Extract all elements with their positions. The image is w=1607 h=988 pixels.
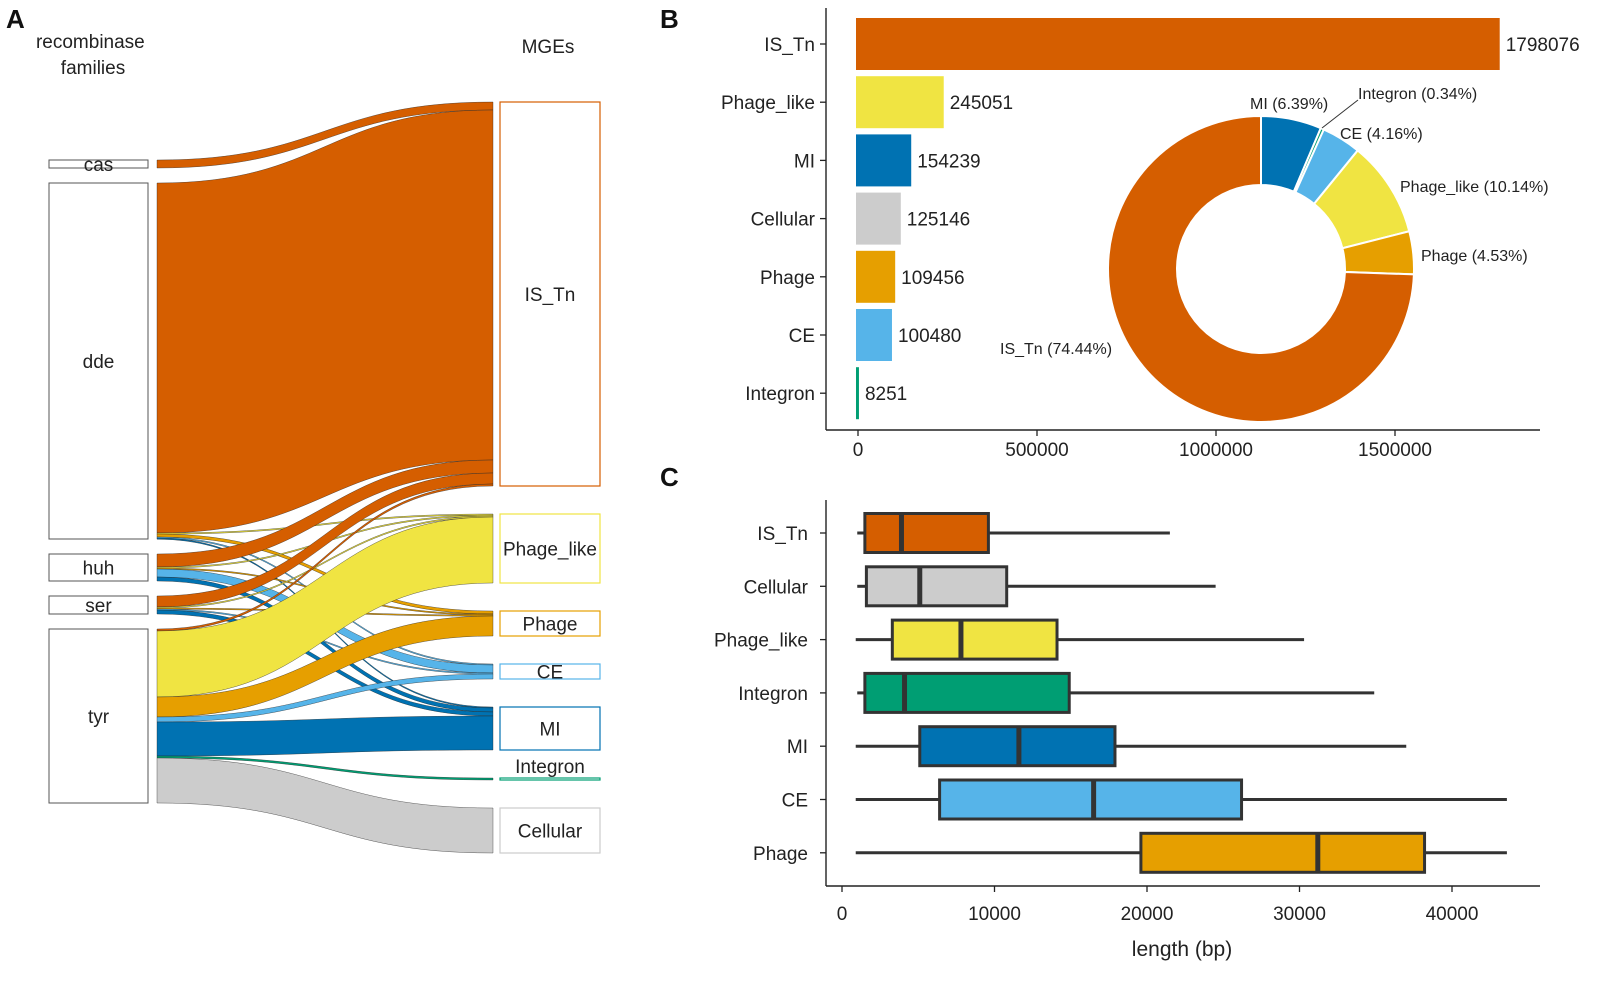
box-phage [1139,831,1427,874]
box-x-tick-label: 0 [837,904,848,925]
donut-slice-is_tn [1107,114,1415,423]
donut-label-phage: Phage (4.53%) [1421,248,1528,265]
bar-marks: 1798076 IS_Tn 245051 Phage_like 154239 MI 1251… [721,18,1580,461]
sankey-link-tyr-mi [156,715,494,757]
bar-phage_like [856,76,944,129]
sankey-nodes: cas dde huh ser tyr IS_Tn Phage_like Phage CE MI I… [48,101,601,854]
donut-chart: MI (6.39%) Integron (0.34%) CE (4.16%) Phag… [1000,86,1549,423]
box-phage_like [890,618,1059,661]
sankey-panel: recombinase families MGEs cas dde huh ser ty… [36,32,601,854]
sankey-left-node-tyr [48,628,149,804]
bar-value-label: 245051 [950,93,1013,114]
boxplot-panel: IS_Tn Cellular Phage_like Integron MI CE Phage… [714,500,1540,961]
sankey-link-tyr-cellular [156,757,494,854]
bar-category-label: IS_Tn [764,35,815,56]
panel-label-c: C [660,462,679,492]
box-x-axis-title: length (bp) [1132,938,1232,961]
bar-value-label: 154239 [917,151,980,172]
sankey-right-label-phage_like: Phage_like [503,540,597,561]
bar-category-label: MI [794,151,815,172]
sankey-left-label-tyr: tyr [88,707,110,728]
bar-value-label: 1798076 [1506,35,1580,56]
box-x-tick-label: 20000 [1121,904,1174,925]
sankey-left-node-dde [48,182,149,540]
sankey-left-label-ser: ser [85,596,112,617]
box-marks: IS_Tn Cellular Phage_like Integron MI CE Phage… [714,512,1507,925]
sankey-right-label-cellular: Cellular [518,822,583,843]
sankey-right-header: MGEs [522,37,575,58]
box-category-label: Cellular [744,577,809,598]
bar-cellular [856,192,901,245]
box-integron [863,671,1071,714]
bar-category-label: Phage_like [721,93,815,114]
bar-value-label: 125146 [907,210,970,231]
box-ce [938,778,1244,821]
bar-integron [856,367,859,420]
sankey-link-tyr-integron [156,755,494,781]
bar-panel: 1798076 IS_Tn 245051 Phage_like 154239 MI 1251… [721,8,1580,461]
bar-category-label: CE [789,326,815,347]
donut-label-integron: Integron (0.34%) [1358,86,1477,103]
sankey-right-node-cellular [499,807,601,854]
bar-value-label: 100480 [898,326,961,347]
bar-value-label: 109456 [901,268,964,289]
bar-mi [856,134,912,187]
box-x-tick-label: 10000 [968,904,1021,925]
bar-is_tn [856,18,1500,70]
box-is_tn [863,512,990,554]
sankey-right-node-phage [499,610,601,637]
donut-label-mi: MI (6.39%) [1250,96,1328,113]
sankey-left-node-cas [48,159,149,169]
bar-ce [856,309,892,361]
bar-x-tick-label: 1000000 [1179,440,1253,461]
sankey-right-node-integron [499,777,601,781]
donut-label-phage_like: Phage_like (10.14%) [1400,179,1549,196]
panel-label-b: B [660,4,679,34]
box-x-tick-label: 30000 [1273,904,1326,925]
bar-phage [856,250,896,303]
donut-label-is_tn: IS_Tn (74.44%) [1000,341,1112,358]
sankey-left-label-cas: cas [84,155,114,176]
box-category-label: Integron [738,684,808,705]
sankey-link-tyr-ce [156,673,494,723]
sankey-left-header: recombinase families [36,32,150,79]
sankey-right-node-phage_like [499,513,601,584]
box-category-label: IS_Tn [757,524,808,545]
box-category-label: Phage_like [714,631,808,652]
box-category-label: Phage [753,844,808,865]
donut-label-ce: CE (4.16%) [1340,126,1423,143]
bar-category-label: Phage [760,268,815,289]
sankey-left-node-ser [48,595,149,615]
bar-x-tick-label: 0 [853,440,864,461]
sankey-right-label-ce: CE [537,663,563,684]
bar-category-label: Integron [745,384,815,405]
sankey-right-label-mi: MI [539,720,560,741]
sankey-right-node-mi [499,706,601,751]
bar-value-label: 8251 [865,384,907,405]
box-cellular [864,565,1009,608]
bar-x-tick-label: 1500000 [1358,440,1432,461]
bar-x-tick-label: 500000 [1005,440,1068,461]
sankey-link-tyr-phage [156,615,494,718]
box-x-tick-label: 40000 [1426,904,1479,925]
sankey-link-tyr-is_tn [156,483,494,632]
sankey-link-tyr-phage_like [156,516,494,698]
sankey-right-node-is_tn [499,101,601,487]
sankey-right-node-ce [499,663,601,680]
sankey-left-node-huh [48,553,149,582]
panel-label-a: A [6,4,25,34]
sankey-left-label-dde: dde [83,352,115,373]
donut-leader-line [1321,99,1359,129]
sankey-right-label-phage: Phage [523,615,578,636]
box-category-label: MI [787,737,808,758]
bar-category-label: Cellular [751,210,816,231]
box-category-label: CE [782,791,808,812]
sankey-links [156,101,494,854]
sankey-left-label-huh: huh [83,559,115,580]
sankey-right-label-is_tn: IS_Tn [525,285,576,306]
sankey-right-label-integron: Integron [515,757,585,778]
